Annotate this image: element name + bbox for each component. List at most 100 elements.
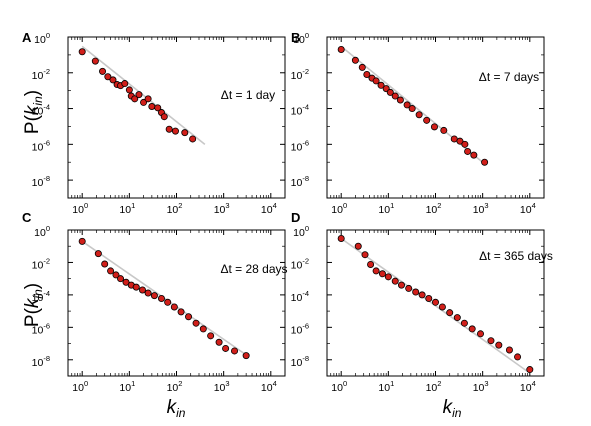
data-point xyxy=(403,101,411,109)
data-point xyxy=(99,67,107,75)
data-point xyxy=(391,277,399,285)
x-label-sub: in xyxy=(176,406,186,420)
x-tick-label: 100 xyxy=(331,201,347,216)
y-tick-label: 10-8 xyxy=(291,174,309,189)
data-point xyxy=(170,303,178,311)
data-point xyxy=(122,278,130,286)
x-label-sub: in xyxy=(452,406,462,420)
y-tick-label: 100 xyxy=(34,224,50,239)
data-point xyxy=(231,347,239,355)
panels: 100 101 102 103 104 100 10-2 10-4 10-6 10-8 A Δt = … xyxy=(22,30,553,394)
data-point xyxy=(148,103,156,111)
data-point xyxy=(470,151,478,159)
data-point xyxy=(495,341,503,349)
y-label-var: k xyxy=(22,104,43,115)
y-axis-label-bottom: P(kin) xyxy=(22,283,45,327)
data-point xyxy=(358,63,366,71)
panel-letter: B xyxy=(291,30,300,45)
y-tick-label: 10-6 xyxy=(291,321,309,336)
y-ticks: 100 10-2 10-4 10-6 10-8 xyxy=(291,224,544,377)
data-point xyxy=(199,325,207,333)
data-point xyxy=(109,76,117,84)
data-point xyxy=(431,298,439,306)
delta-t-annotation: Δt = 1 day xyxy=(221,88,275,102)
y-label-sub: in xyxy=(31,289,45,299)
y-ticks: 100 10-2 10-4 10-6 10-8 xyxy=(32,31,285,199)
data-point xyxy=(132,283,140,291)
data-point xyxy=(242,352,250,360)
x-tick-label: 100 xyxy=(331,379,347,394)
data-point xyxy=(135,91,143,99)
data-point xyxy=(386,88,394,96)
y-tick-label: 10-4 xyxy=(291,289,309,304)
data-point xyxy=(337,234,345,242)
y-tick-label: 10-4 xyxy=(32,289,50,304)
data-point xyxy=(165,125,173,133)
delta-t-annotation: Δt = 28 days xyxy=(220,262,287,276)
data-point xyxy=(456,137,464,145)
data-point xyxy=(396,96,404,104)
data-point xyxy=(215,338,223,346)
data-point xyxy=(418,291,426,299)
data-point xyxy=(415,111,423,119)
data-point xyxy=(78,48,86,56)
x-label-var: k xyxy=(443,397,454,418)
data-point xyxy=(117,275,125,283)
data-point xyxy=(144,289,152,297)
fit-line xyxy=(340,237,531,374)
data-point xyxy=(354,242,362,250)
data-point xyxy=(337,46,345,54)
x-axis-label-right: kin xyxy=(443,397,462,420)
data-points xyxy=(78,237,250,360)
data-point xyxy=(450,135,458,143)
data-point xyxy=(112,271,120,279)
y-tick-label: 10-2 xyxy=(32,67,50,82)
y-tick-label: 100 xyxy=(34,31,50,46)
data-point xyxy=(514,353,522,361)
x-axis-label-left: kin xyxy=(167,397,186,420)
data-point xyxy=(446,309,454,317)
data-points xyxy=(337,46,489,166)
data-point xyxy=(144,95,152,103)
x-tick-label: 104 xyxy=(520,379,536,394)
data-point xyxy=(78,237,86,245)
data-point xyxy=(101,260,109,268)
data-point xyxy=(157,294,165,302)
data-point xyxy=(361,251,369,259)
y-label-base: P( xyxy=(22,307,43,327)
x-tick-label: 100 xyxy=(72,379,88,394)
y-ticks: 100 10-2 10-4 10-6 10-8 xyxy=(291,31,544,199)
data-point xyxy=(481,158,489,166)
y-tick-label: 100 xyxy=(293,31,309,46)
data-point xyxy=(160,113,168,121)
y-tick-label: 100 xyxy=(293,224,309,239)
data-point xyxy=(526,366,534,374)
panel-letter: D xyxy=(291,210,300,225)
data-point xyxy=(372,267,380,275)
data-point xyxy=(104,73,112,81)
y-label-close: ) xyxy=(22,283,43,289)
x-tick-label: 100 xyxy=(72,201,88,216)
data-point xyxy=(476,330,484,338)
data-point xyxy=(367,260,375,268)
x-ticks: 100 101 102 103 104 xyxy=(326,230,545,394)
data-point xyxy=(177,308,185,316)
data-point xyxy=(464,147,472,155)
data-point xyxy=(505,346,513,354)
y-tick-label: 10-6 xyxy=(32,321,50,336)
y-tick-label: 10-4 xyxy=(291,103,309,118)
x-tick-label: 103 xyxy=(214,201,230,216)
panel-b: 100 101 102 103 104 100 10-2 10-4 10-6 10-8 B Δt = … xyxy=(291,30,545,216)
x-tick-label: 102 xyxy=(426,201,442,216)
data-point xyxy=(391,92,399,100)
x-tick-label: 101 xyxy=(378,201,394,216)
x-tick-label: 101 xyxy=(119,201,135,216)
x-tick-label: 101 xyxy=(378,379,394,394)
data-point xyxy=(378,270,386,278)
data-point xyxy=(138,286,146,294)
x-tick-label: 103 xyxy=(473,201,489,216)
data-point xyxy=(107,267,115,275)
data-points xyxy=(337,234,534,374)
data-points xyxy=(78,48,197,143)
y-ticks: 100 10-2 10-4 10-6 10-8 xyxy=(32,224,285,377)
